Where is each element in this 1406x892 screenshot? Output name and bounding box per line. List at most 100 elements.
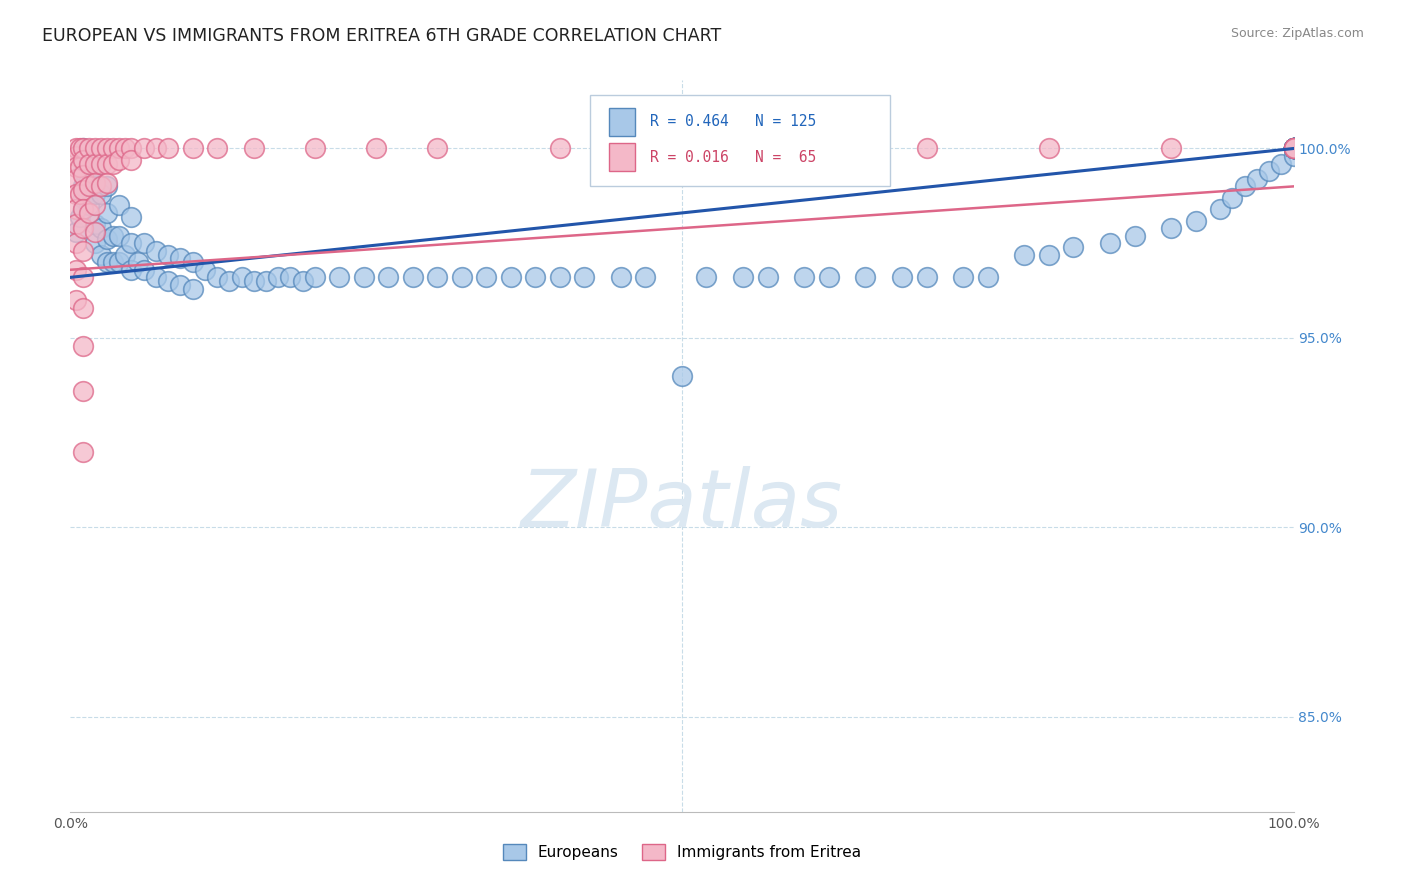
Point <box>793 270 815 285</box>
Point <box>96 232 118 246</box>
Point <box>72 141 94 155</box>
Point <box>83 156 105 170</box>
Point <box>90 247 112 261</box>
Point <box>1282 141 1305 155</box>
Point <box>132 141 155 155</box>
Point <box>1062 240 1084 254</box>
Point <box>83 176 105 190</box>
Point <box>634 270 657 285</box>
Point <box>524 270 547 285</box>
Point <box>1282 141 1305 155</box>
Point <box>1282 141 1305 155</box>
FancyBboxPatch shape <box>591 95 890 186</box>
Point <box>83 225 105 239</box>
Point <box>1282 141 1305 155</box>
Point <box>671 368 693 383</box>
Point <box>69 161 91 175</box>
Point <box>72 202 94 216</box>
FancyBboxPatch shape <box>609 144 636 171</box>
Point <box>65 217 87 231</box>
Point <box>77 206 100 220</box>
Point <box>1282 141 1305 155</box>
Point <box>243 274 266 288</box>
Point <box>671 141 693 155</box>
Point <box>145 141 167 155</box>
Point <box>121 153 143 167</box>
Point <box>69 186 91 201</box>
Point <box>101 255 124 269</box>
Point <box>1270 156 1292 170</box>
Point <box>1246 171 1268 186</box>
Point <box>157 274 180 288</box>
Text: R = 0.016   N =  65: R = 0.016 N = 65 <box>650 150 817 165</box>
Point <box>77 171 100 186</box>
Point <box>72 384 94 398</box>
Point <box>1282 141 1305 155</box>
Point <box>353 270 375 285</box>
Point <box>1282 141 1305 155</box>
Point <box>114 247 136 261</box>
Text: R = 0.464   N = 125: R = 0.464 N = 125 <box>650 114 817 129</box>
Point <box>96 255 118 269</box>
Point <box>291 274 314 288</box>
Point <box>65 262 87 277</box>
Point <box>77 141 100 155</box>
Point <box>402 270 425 285</box>
Point <box>1038 141 1060 155</box>
Point <box>1282 141 1305 155</box>
Point <box>915 270 938 285</box>
Point <box>83 161 105 175</box>
Point <box>952 270 974 285</box>
Point <box>96 179 118 194</box>
Point <box>366 141 388 155</box>
Point <box>83 186 105 201</box>
Point <box>1282 141 1305 155</box>
Point <box>65 171 87 186</box>
Point <box>145 244 167 258</box>
Point <box>83 141 105 155</box>
Point <box>1282 141 1305 155</box>
Point <box>108 255 131 269</box>
Point <box>90 221 112 235</box>
Point <box>1282 141 1305 155</box>
Point <box>450 270 472 285</box>
Point <box>96 206 118 220</box>
Point <box>101 156 124 170</box>
Point <box>1282 141 1305 155</box>
Point <box>1282 141 1305 155</box>
Point <box>1282 141 1305 155</box>
Point <box>108 198 131 212</box>
Point <box>1282 141 1305 155</box>
Point <box>915 141 938 155</box>
Point <box>65 161 87 175</box>
Point <box>72 338 94 352</box>
Point <box>132 262 155 277</box>
Point <box>1160 141 1182 155</box>
Point <box>377 270 399 285</box>
Point <box>83 217 105 231</box>
Point <box>426 270 449 285</box>
Point <box>1160 221 1182 235</box>
Point <box>101 141 124 155</box>
Point <box>72 244 94 258</box>
Point <box>610 270 633 285</box>
Point <box>1099 236 1122 251</box>
Point <box>1014 247 1036 261</box>
Point <box>72 221 94 235</box>
Point <box>1282 141 1305 155</box>
Point <box>218 274 240 288</box>
Point <box>280 270 302 285</box>
Point <box>267 270 290 285</box>
Point <box>83 198 105 212</box>
Point <box>72 301 94 315</box>
Point <box>65 186 87 201</box>
Point <box>77 198 100 212</box>
Point <box>1038 247 1060 261</box>
Point <box>572 270 595 285</box>
Point <box>96 176 118 190</box>
Text: Source: ZipAtlas.com: Source: ZipAtlas.com <box>1230 27 1364 40</box>
Point <box>976 270 998 285</box>
Point <box>1282 149 1305 163</box>
Point <box>1282 141 1305 155</box>
Point <box>243 141 266 155</box>
